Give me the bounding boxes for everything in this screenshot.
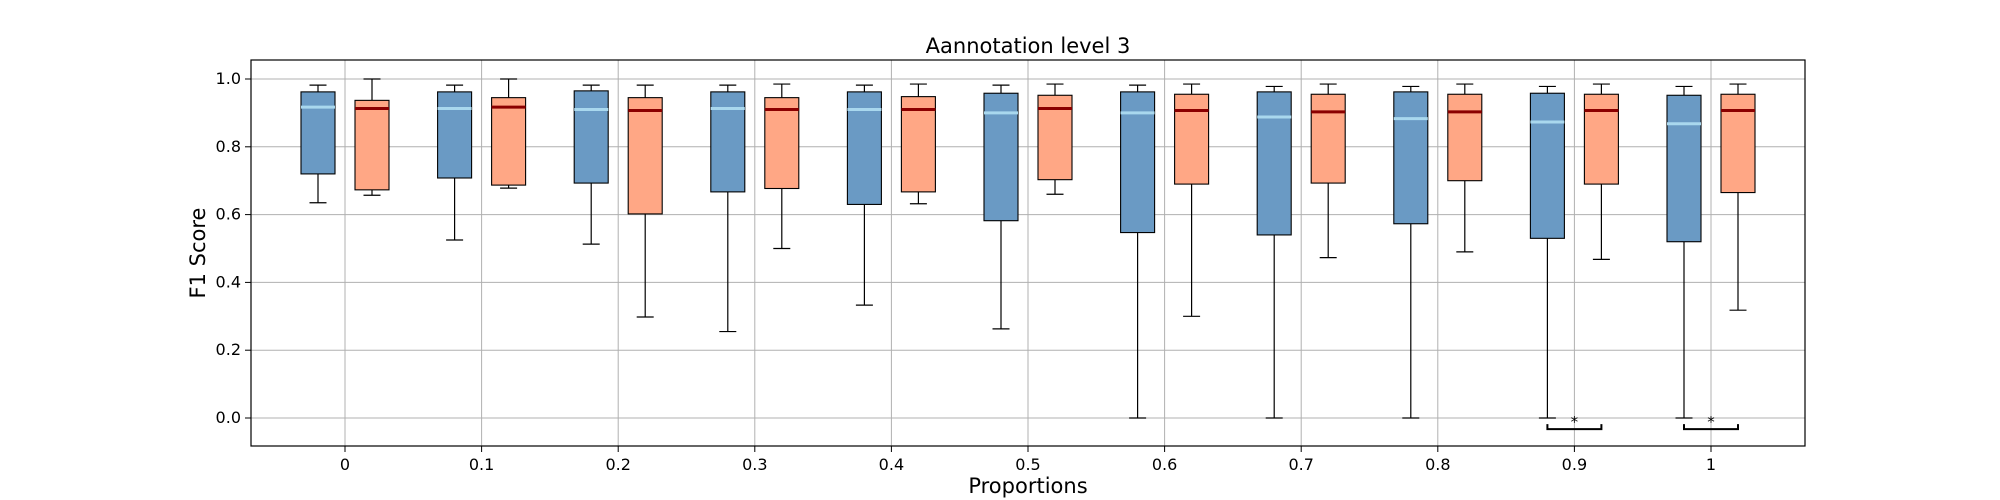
iqr-box [1393, 91, 1429, 225]
orange-box-9 [1583, 83, 1619, 260]
x-tick-label: 0 [340, 455, 350, 474]
orange-box-4 [900, 83, 936, 205]
y-axis-ticks: 0.0 0.2 0.4 0.6 0.8 1.0 [216, 69, 251, 427]
x-tick-label: 0.7 [1288, 455, 1313, 474]
y-tick-label: 0.4 [216, 272, 241, 291]
iqr-box [900, 96, 936, 193]
blue-box-2 [573, 84, 609, 245]
blue-box-1 [437, 84, 473, 241]
grid-lines [251, 60, 1805, 446]
blue-box-6 [1120, 84, 1156, 419]
iqr-box [710, 91, 746, 193]
significance-bracket-1: * [1683, 413, 1739, 431]
significance-bracket-0.9: * [1546, 413, 1603, 431]
significance-star: * [1571, 413, 1579, 431]
x-tick-label: 0.8 [1425, 455, 1450, 474]
y-tick-label: 0.0 [216, 408, 241, 427]
x-axis-ticks: 0 0.1 0.2 0.3 0.4 0.5 0.6 0.7 0.8 0.9 1 [340, 446, 1716, 474]
iqr-box [1529, 92, 1565, 239]
iqr-box [437, 91, 473, 179]
bracket-line [1683, 424, 1739, 431]
iqr-box [1174, 93, 1210, 185]
x-tick-label: 0.4 [879, 455, 904, 474]
x-tick-label: 0.3 [742, 455, 767, 474]
iqr-box [627, 97, 663, 215]
iqr-box [1256, 91, 1292, 236]
orange-box-6 [1174, 83, 1210, 317]
y-axis-label: F1 Score [186, 208, 210, 299]
x-tick-label: 1 [1706, 455, 1716, 474]
y-tick-label: 1.0 [216, 69, 241, 88]
iqr-box [1310, 93, 1346, 184]
orange-box-0 [354, 78, 390, 196]
x-tick-label: 0.1 [469, 455, 494, 474]
x-axis-label: Proportions [968, 474, 1087, 498]
orange-box-8 [1447, 83, 1483, 253]
x-tick-label: 0.6 [1152, 455, 1177, 474]
orange-box-1 [491, 78, 527, 189]
orange-box-7 [1310, 83, 1346, 259]
iqr-box [1720, 93, 1756, 194]
iqr-box [1447, 93, 1483, 182]
x-tick-label: 0.9 [1562, 455, 1587, 474]
chart-title: Aannotation level 3 [926, 34, 1131, 58]
bracket-line [1546, 424, 1603, 431]
x-tick-label: 0.2 [605, 455, 630, 474]
iqr-box [491, 97, 527, 186]
iqr-box [354, 99, 390, 191]
significance-star: * [1707, 413, 1715, 431]
blue-box-0 [300, 84, 336, 204]
x-tick-label: 0.5 [1015, 455, 1040, 474]
iqr-box [1583, 93, 1619, 185]
iqr-box [983, 92, 1019, 222]
blue-box-5 [983, 84, 1019, 330]
blue-box-9 [1529, 85, 1565, 419]
blue-box-4 [846, 84, 882, 306]
orange-box-3 [764, 83, 800, 250]
iqr-box [1120, 91, 1156, 234]
blue-box-8 [1393, 85, 1429, 419]
orange-box-2 [627, 84, 663, 318]
significance-annotations: * * [1546, 413, 1739, 431]
iqr-box [764, 97, 800, 190]
orange-box-5 [1037, 83, 1073, 195]
y-tick-label: 0.6 [216, 205, 241, 224]
y-tick-label: 0.8 [216, 137, 241, 156]
iqr-box [300, 91, 336, 175]
blue-box-3 [710, 84, 746, 333]
boxes [300, 78, 1756, 419]
iqr-box [573, 90, 609, 184]
y-tick-label: 0.2 [216, 340, 241, 359]
iqr-box [1666, 94, 1702, 243]
blue-box-7 [1256, 85, 1292, 419]
blue-box-10 [1666, 85, 1702, 419]
orange-box-10 [1720, 83, 1756, 311]
